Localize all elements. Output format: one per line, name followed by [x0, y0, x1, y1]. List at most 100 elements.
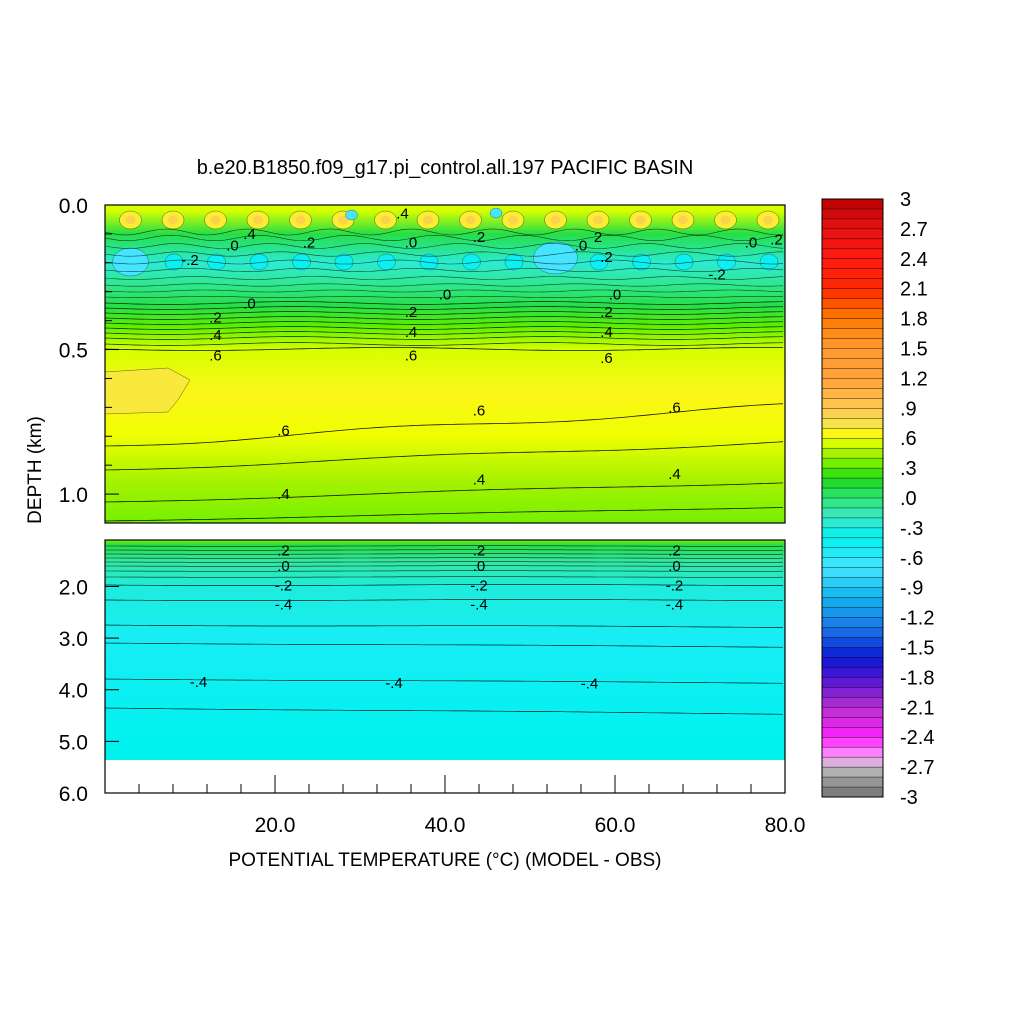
colorbar-swatch: [821, 547, 884, 559]
contour-labels: .4.4.0.2.0.2.02.2.0.2-.2-.2.0.0.0.2.2.2.…: [181, 206, 783, 693]
x-tick-label: 20.0: [255, 814, 296, 837]
contour-label: -.4: [190, 674, 208, 691]
colorbar-frame: [821, 198, 884, 798]
colorbar-swatch: [821, 248, 884, 260]
contour-label-text: .2: [473, 542, 486, 559]
contour-line: [105, 553, 784, 555]
contour-label: -.2: [275, 577, 293, 594]
contour-label-text: .2: [303, 235, 316, 252]
colorbar-swatch: [821, 737, 884, 748]
contour-line: [105, 441, 784, 471]
contour-line: [105, 283, 784, 287]
colorbar-swatch: [821, 746, 884, 758]
warm-cell-core: [423, 216, 433, 224]
colorbar-swatch: [821, 756, 884, 768]
warm-cell-core: [720, 216, 731, 224]
colorbar-swatch: [821, 428, 884, 439]
colorbar-swatch: [821, 338, 884, 349]
contour-label: .4: [405, 324, 418, 341]
contour-label-text: -.4: [581, 676, 599, 693]
contour-label-text: .6: [209, 347, 222, 364]
contour-line: [105, 507, 784, 522]
colorbar-swatch: [821, 477, 884, 489]
contour-line: [105, 624, 784, 628]
contour-label-text: -.4: [385, 675, 403, 692]
x-tick-label: 60.0: [595, 814, 636, 837]
contour-label: .4: [668, 466, 681, 483]
contour-label-text: .0: [439, 287, 452, 304]
cool-patch: [112, 247, 149, 277]
x-tick-label: 40.0: [425, 814, 466, 837]
colorbar-swatch: [821, 647, 884, 658]
contour-label: .4: [396, 206, 409, 223]
contour-label-text: .0: [243, 295, 256, 312]
colorbar-swatch: [821, 218, 884, 230]
contour-label: .6: [209, 347, 222, 364]
contour-label: .4: [600, 324, 613, 341]
contour-label-text: .2: [668, 542, 681, 559]
contour-label-text: -.4: [190, 674, 208, 691]
colorbar-swatch: [821, 637, 884, 648]
colorbar-swatch: [821, 228, 884, 240]
y-tick-label: 4.0: [59, 680, 88, 703]
contour-label: .2: [473, 229, 486, 246]
surface-anomaly-cells: [105, 207, 780, 415]
colorbar-swatch: [821, 467, 884, 479]
contour-line: [105, 482, 784, 503]
contour-label-text: .2: [770, 232, 783, 249]
contour-label: -.4: [275, 597, 293, 614]
contour-line: [105, 259, 784, 265]
lower-contour-lines: [105, 545, 784, 715]
contour-label-text: .0: [226, 237, 239, 254]
colorbar-swatch: [821, 707, 884, 718]
contour-label-text: -.2: [708, 266, 726, 283]
contour-line: [105, 301, 784, 305]
contour-label: .0: [405, 235, 418, 252]
contour-label-text: .6: [668, 399, 681, 416]
colorbar-swatch: [821, 557, 884, 569]
cool-cell: [292, 253, 311, 271]
colorbar-swatch: [821, 497, 884, 509]
cool-cell: [249, 253, 269, 271]
contour-line: [105, 326, 784, 330]
contour-line: [105, 570, 784, 572]
colorbar-label: -.6: [900, 548, 923, 570]
contour-label-text: .6: [405, 347, 418, 364]
contour-label: .0: [277, 558, 290, 575]
colorbar-swatch: [821, 487, 884, 499]
contour-label-text: .2: [277, 542, 290, 559]
warm-cell-core: [465, 216, 476, 224]
colorbar-swatch: [821, 587, 884, 599]
contour-line: [105, 342, 784, 346]
contour-label-text: .0: [473, 558, 486, 575]
contour-label-text: .2: [209, 310, 222, 327]
contour-label-text: .0: [609, 287, 622, 304]
colorbar-swatch: [821, 627, 884, 639]
colorbar-swatch: [821, 388, 884, 399]
contour-label-text: .4: [209, 327, 222, 344]
x-tick-label: 80.0: [765, 814, 806, 837]
contour-label: .4: [243, 226, 256, 243]
contour-label: .0: [668, 558, 681, 575]
colorbar-swatch: [821, 348, 884, 359]
axes: 20.0 40.0 60.0 80.00.00.51.02.03.04.05.06.0: [59, 195, 806, 837]
warm-core: [105, 367, 191, 415]
colorbar-swatch: [821, 517, 884, 529]
colorbar-swatch: [821, 577, 884, 589]
colorbar-label: -2.1: [900, 697, 934, 719]
colorbar-label: 1.8: [900, 309, 928, 331]
contour-label: .0: [226, 237, 239, 254]
colorbar-swatch: [821, 657, 884, 668]
contour-label: .4: [277, 486, 290, 503]
colorbar-swatch: [821, 278, 884, 290]
upper-contour-lines: [105, 228, 784, 522]
upper-panel-frame: [104, 204, 786, 524]
colorbar-label: .6: [900, 428, 917, 450]
contour-line: [105, 549, 784, 551]
colorbar-swatch: [821, 288, 884, 300]
contour-line: [105, 316, 784, 320]
colorbar-swatch: [821, 208, 884, 220]
contour-line: [105, 296, 784, 298]
colorbar-swatch: [821, 368, 884, 379]
colorbar-label: .3: [900, 458, 917, 480]
